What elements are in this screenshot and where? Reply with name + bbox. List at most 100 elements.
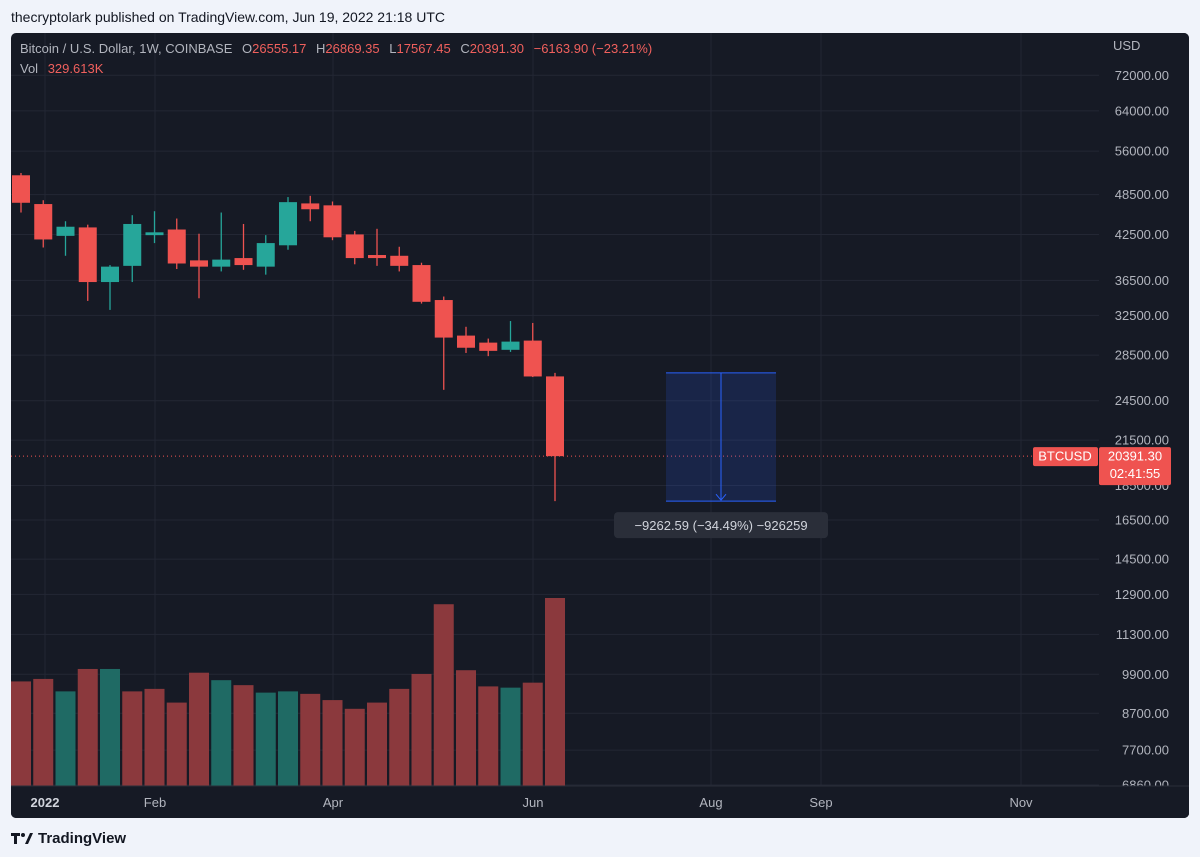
legend-close: 20391.30 xyxy=(469,41,524,56)
y-tick-label: 64000.00 xyxy=(1115,103,1169,118)
candle-body xyxy=(256,243,275,267)
y-tick-label: 56000.00 xyxy=(1115,144,1169,159)
volume-bar xyxy=(278,691,298,786)
volume-bar xyxy=(456,670,476,786)
measure-arrow-head-icon xyxy=(715,493,727,501)
volume-bar xyxy=(500,687,521,786)
volume-bar xyxy=(166,702,187,786)
x-tick-label: Sep xyxy=(809,795,832,810)
legend-change: −6163.90 (−23.21%) xyxy=(533,41,653,56)
volume-bar xyxy=(411,673,432,786)
volume-bar xyxy=(122,691,143,786)
volume-bar xyxy=(344,708,365,786)
volume-bar xyxy=(545,598,565,786)
volume-bar xyxy=(478,686,499,786)
last-price-value: 20391.30 xyxy=(1108,449,1162,464)
candle-body xyxy=(34,204,53,240)
volume-bar xyxy=(433,604,454,786)
volume-bar xyxy=(255,692,276,786)
y-tick-label: 72000.00 xyxy=(1115,68,1169,83)
y-tick-label: 16500.00 xyxy=(1115,513,1169,528)
volume-bar xyxy=(189,672,209,786)
measure-label-box xyxy=(614,512,828,539)
volume-bar xyxy=(11,681,31,786)
measure-label: −9262.59 (−34.49%) −926259 xyxy=(634,518,807,533)
legend-row-price: Bitcoin / U.S. Dollar, 1W, COINBASE O265… xyxy=(20,39,652,59)
published-info: thecryptolark published on TradingView.c… xyxy=(11,9,445,25)
volume-bar xyxy=(322,700,343,786)
price-chart[interactable]: −9262.59 (−34.49%) −926259 USD 72000.00 640… xyxy=(11,33,1189,818)
x-tick-label: Jun xyxy=(523,795,544,810)
candle-body xyxy=(279,202,297,246)
last-price-tag xyxy=(1099,447,1171,486)
legend-row-volume: Vol 329.613K xyxy=(20,59,652,79)
publish-header: thecryptolark published on TradingView.c… xyxy=(0,0,1200,34)
candle-body xyxy=(412,265,431,302)
y-tick-label: 14500.00 xyxy=(1115,552,1169,567)
candle-body xyxy=(78,227,97,283)
volume-bar xyxy=(300,693,321,786)
candle-body xyxy=(101,266,119,283)
volume-bar xyxy=(367,702,387,786)
candle-body xyxy=(12,175,30,203)
candle-body xyxy=(368,255,386,259)
candle-body xyxy=(523,340,542,377)
measure-tool: −9262.59 (−34.49%) −926259 xyxy=(614,372,828,539)
time-axis-bg xyxy=(11,786,1189,818)
candle-body xyxy=(234,258,253,266)
footer: TradingView xyxy=(11,826,126,850)
legend-low: 17567.45 xyxy=(396,41,451,56)
candle-body xyxy=(479,342,498,351)
legend-open-label: O xyxy=(242,41,253,56)
candle-body xyxy=(167,229,186,264)
y-tick-label: 24500.00 xyxy=(1115,393,1169,408)
volume-bar xyxy=(144,688,165,786)
volume-bar xyxy=(389,688,410,786)
x-tick-label: Apr xyxy=(323,795,344,810)
y-tick-label: 11300.00 xyxy=(1116,627,1169,642)
volume-bar xyxy=(33,678,54,786)
y-tick-label: 28500.00 xyxy=(1115,348,1169,363)
candle-body xyxy=(212,259,231,267)
candle-body xyxy=(145,232,164,236)
candle-body xyxy=(56,226,75,236)
x-tick-label: Aug xyxy=(699,795,722,810)
x-tick-label: 2022 xyxy=(31,795,60,810)
candle-body xyxy=(323,205,342,238)
candle-body xyxy=(390,255,409,266)
candle-body xyxy=(123,223,142,266)
y-tick-label: 21500.00 xyxy=(1115,433,1169,448)
volume-bar xyxy=(77,668,98,786)
y-tick-label: 42500.00 xyxy=(1115,227,1169,242)
price-axis-currency: USD xyxy=(1113,38,1140,53)
volume-bar xyxy=(55,691,76,786)
y-tick-label: 9900.00 xyxy=(1122,667,1169,682)
candle-body xyxy=(546,376,564,457)
legend-vol: 329.613K xyxy=(47,61,104,76)
chart-frame[interactable]: −9262.59 (−34.49%) −926259 USD 72000.00 640… xyxy=(11,33,1189,818)
y-tick-label: 12900.00 xyxy=(1115,587,1169,602)
x-tick-label: Feb xyxy=(144,795,166,810)
symbol-tag-label: BTCUSD xyxy=(1038,449,1091,464)
candle-body xyxy=(457,335,475,348)
y-tick-label: 48500.00 xyxy=(1115,187,1169,202)
x-tick-label: Nov xyxy=(1009,795,1033,810)
volume-bar xyxy=(522,682,543,786)
tradingview-logo-icon xyxy=(11,833,33,844)
volume-bar xyxy=(233,685,254,786)
y-tick-label: 36500.00 xyxy=(1115,273,1169,288)
candle-body xyxy=(345,234,364,259)
candle-body xyxy=(301,203,320,210)
y-tick-label: 8700.00 xyxy=(1122,706,1169,721)
y-tick-label: 7700.00 xyxy=(1122,743,1169,758)
price-axis-bg xyxy=(1099,33,1189,818)
legend-high: 26869.35 xyxy=(325,41,380,56)
legend-symbol[interactable]: Bitcoin / U.S. Dollar, 1W, COINBASE xyxy=(20,41,233,56)
candle-body xyxy=(501,341,520,350)
legend-high-label: H xyxy=(316,41,326,56)
volume-bar xyxy=(211,680,232,786)
legend-close-label: C xyxy=(460,41,470,56)
legend-open: 26555.17 xyxy=(252,41,307,56)
legend-vol-label[interactable]: Vol xyxy=(20,61,39,76)
y-tick-label: 32500.00 xyxy=(1115,308,1169,323)
